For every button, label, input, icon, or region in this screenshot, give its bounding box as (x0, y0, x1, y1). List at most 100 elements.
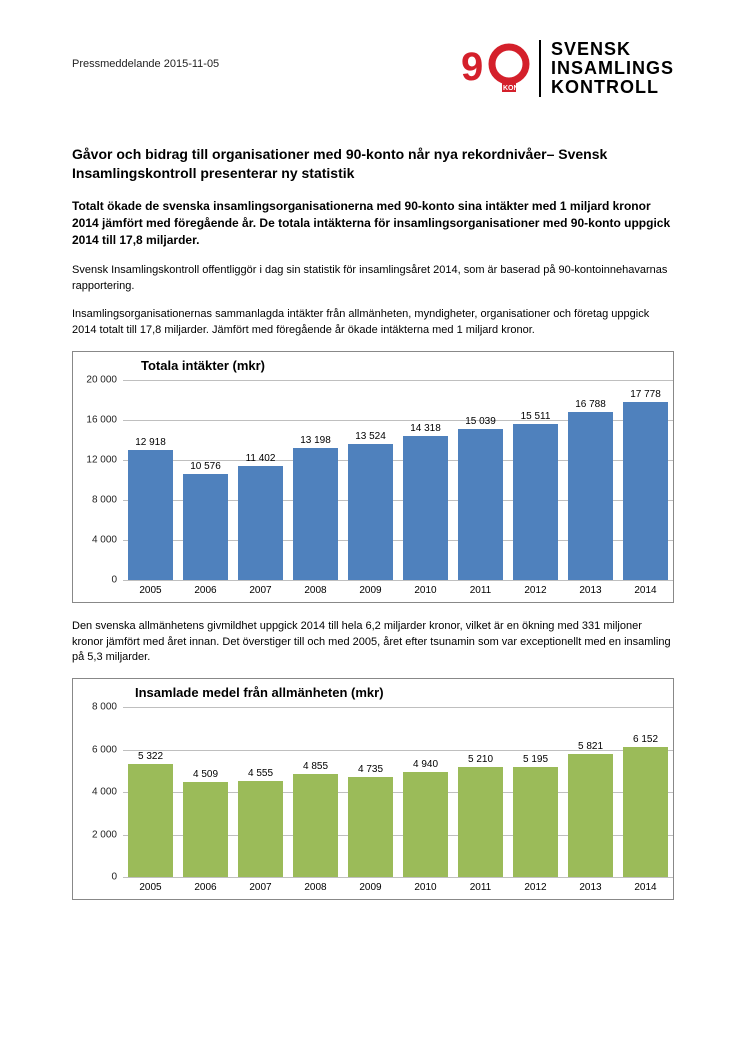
bar (238, 466, 283, 580)
chart1-plot: 04 0008 00012 00016 00020 00012 91810 57… (123, 380, 673, 580)
x-tick-label: 2006 (178, 581, 233, 602)
lead-paragraph: Totalt ökade de svenska insamlingsorgani… (72, 198, 674, 248)
x-tick-label: 2007 (233, 878, 288, 899)
x-tick-label: 2012 (508, 581, 563, 602)
y-tick-label: 2 000 (92, 829, 123, 840)
x-tick-label: 2009 (343, 878, 398, 899)
bar-slot: 15 039 (453, 380, 508, 580)
bars-row: 5 3224 5094 5554 8554 7354 9405 2105 195… (123, 707, 673, 877)
bar-value-label: 13 524 (355, 431, 386, 442)
y-tick-label: 12 000 (86, 454, 123, 465)
svg-text:KONTO: KONTO (503, 85, 529, 92)
x-tick-label: 2010 (398, 581, 453, 602)
bar (238, 781, 283, 878)
bar-slot: 4 940 (398, 707, 453, 877)
bar-value-label: 5 195 (523, 754, 548, 765)
logo-line-2: INSAMLINGS (551, 59, 674, 78)
y-tick-label: 4 000 (92, 534, 123, 545)
bar-value-label: 12 918 (135, 437, 166, 448)
x-tick-label: 2005 (123, 878, 178, 899)
bar (293, 448, 338, 580)
bar-slot: 5 195 (508, 707, 563, 877)
paragraph-1: Svensk Insamlingskontroll offentliggör i… (72, 263, 674, 295)
x-tick-label: 2007 (233, 581, 288, 602)
chart-total-intakter: 0 4 000 8 000 12 000 16 000 20 000 12 918 10 57… (72, 351, 674, 603)
bar-value-label: 4 555 (248, 768, 273, 779)
bar-value-label: 6 152 (633, 734, 658, 745)
bar-slot: 14 318 (398, 380, 453, 580)
bar (623, 747, 668, 878)
x-tick-label: 2006 (178, 878, 233, 899)
bar-value-label: 4 940 (413, 759, 438, 770)
bar (403, 436, 448, 579)
bar-slot: 16 788 (563, 380, 618, 580)
x-tick-label: 2008 (288, 581, 343, 602)
bar-slot: 4 855 (288, 707, 343, 877)
gridline (123, 580, 673, 581)
chart1-title: Totala intäkter (mkr) (141, 358, 265, 373)
bar-slot: 4 555 (233, 707, 288, 877)
bar-value-label: 16 788 (575, 399, 606, 410)
bar (513, 767, 558, 877)
y-tick-label: 8 000 (92, 702, 123, 713)
bars-row: 12 918 10 576 11 402 13 198 13 524 14 318 15 0… (123, 380, 673, 580)
bar (183, 474, 228, 580)
logo-line-3: KONTROLL (551, 78, 674, 97)
bar-slot: 5 210 (453, 707, 508, 877)
x-tick-label: 2011 (453, 878, 508, 899)
bar (403, 772, 448, 877)
bar-value-label: 4 855 (303, 761, 328, 772)
x-tick-label: 2011 (453, 581, 508, 602)
header-row: Pressmeddelande 2015-11-05 9 KONTO SVENS… (72, 40, 674, 97)
bar-slot: 12 918 (123, 380, 178, 580)
x-tick-label: 2012 (508, 878, 563, 899)
bar-value-label: 11 402 (246, 453, 276, 464)
bar-slot: 6 152 (618, 707, 673, 877)
chart2-xaxis: 2005200620072008200920102011201220132014 (123, 877, 673, 899)
svg-text:9: 9 (461, 45, 483, 89)
bar (348, 444, 393, 579)
x-tick-label: 2005 (123, 581, 178, 602)
bar-slot: 5 821 (563, 707, 618, 877)
bar (513, 424, 558, 579)
bar (128, 764, 173, 877)
bar-slot: 13 524 (343, 380, 398, 580)
bar (183, 782, 228, 878)
bar-value-label: 5 210 (468, 754, 493, 765)
y-tick-label: 16 000 (86, 414, 123, 425)
bar-slot: 17 778 (618, 380, 673, 580)
bar (568, 754, 613, 878)
y-tick-label: 0 (111, 574, 123, 585)
bar-slot: 10 576 (178, 380, 233, 580)
bar (568, 412, 613, 580)
x-tick-label: 2014 (618, 878, 673, 899)
bar-value-label: 13 198 (300, 435, 331, 446)
bar (458, 767, 503, 878)
bar-value-label: 5 322 (138, 751, 163, 762)
bar-value-label: 14 318 (410, 423, 441, 434)
chart2-title: Insamlade medel från allmänheten (mkr) (135, 685, 384, 700)
y-tick-label: 0 (111, 872, 123, 883)
bar-value-label: 5 821 (578, 741, 603, 752)
y-tick-label: 20 000 (86, 374, 123, 385)
x-tick-label: 2009 (343, 581, 398, 602)
press-date: Pressmeddelande 2015-11-05 (72, 58, 219, 70)
x-tick-label: 2010 (398, 878, 453, 899)
bar (348, 777, 393, 878)
paragraph-2: Insamlingsorganisationernas sammanlagda … (72, 307, 674, 339)
bar-value-label: 17 778 (630, 389, 661, 400)
bar-slot: 13 198 (288, 380, 343, 580)
page: Pressmeddelande 2015-11-05 9 KONTO SVENS… (0, 0, 746, 956)
bar-slot: 5 322 (123, 707, 178, 877)
bar (128, 450, 173, 579)
bar (623, 402, 668, 580)
x-tick-label: 2013 (563, 581, 618, 602)
y-tick-label: 8 000 (92, 494, 123, 505)
chart1-xaxis: 2005200620072008200920102011201220132014 (123, 580, 673, 602)
y-tick-label: 6 000 (92, 744, 123, 755)
bar (293, 774, 338, 877)
bar-value-label: 4 509 (193, 769, 218, 780)
chart2-plot: 02 0004 0006 0008 0005 3224 5094 5554 85… (123, 707, 673, 877)
bar-slot: 4 509 (178, 707, 233, 877)
chart-insamlade-allmanheten: 02 0004 0006 0008 0005 3224 5094 5554 85… (72, 678, 674, 900)
